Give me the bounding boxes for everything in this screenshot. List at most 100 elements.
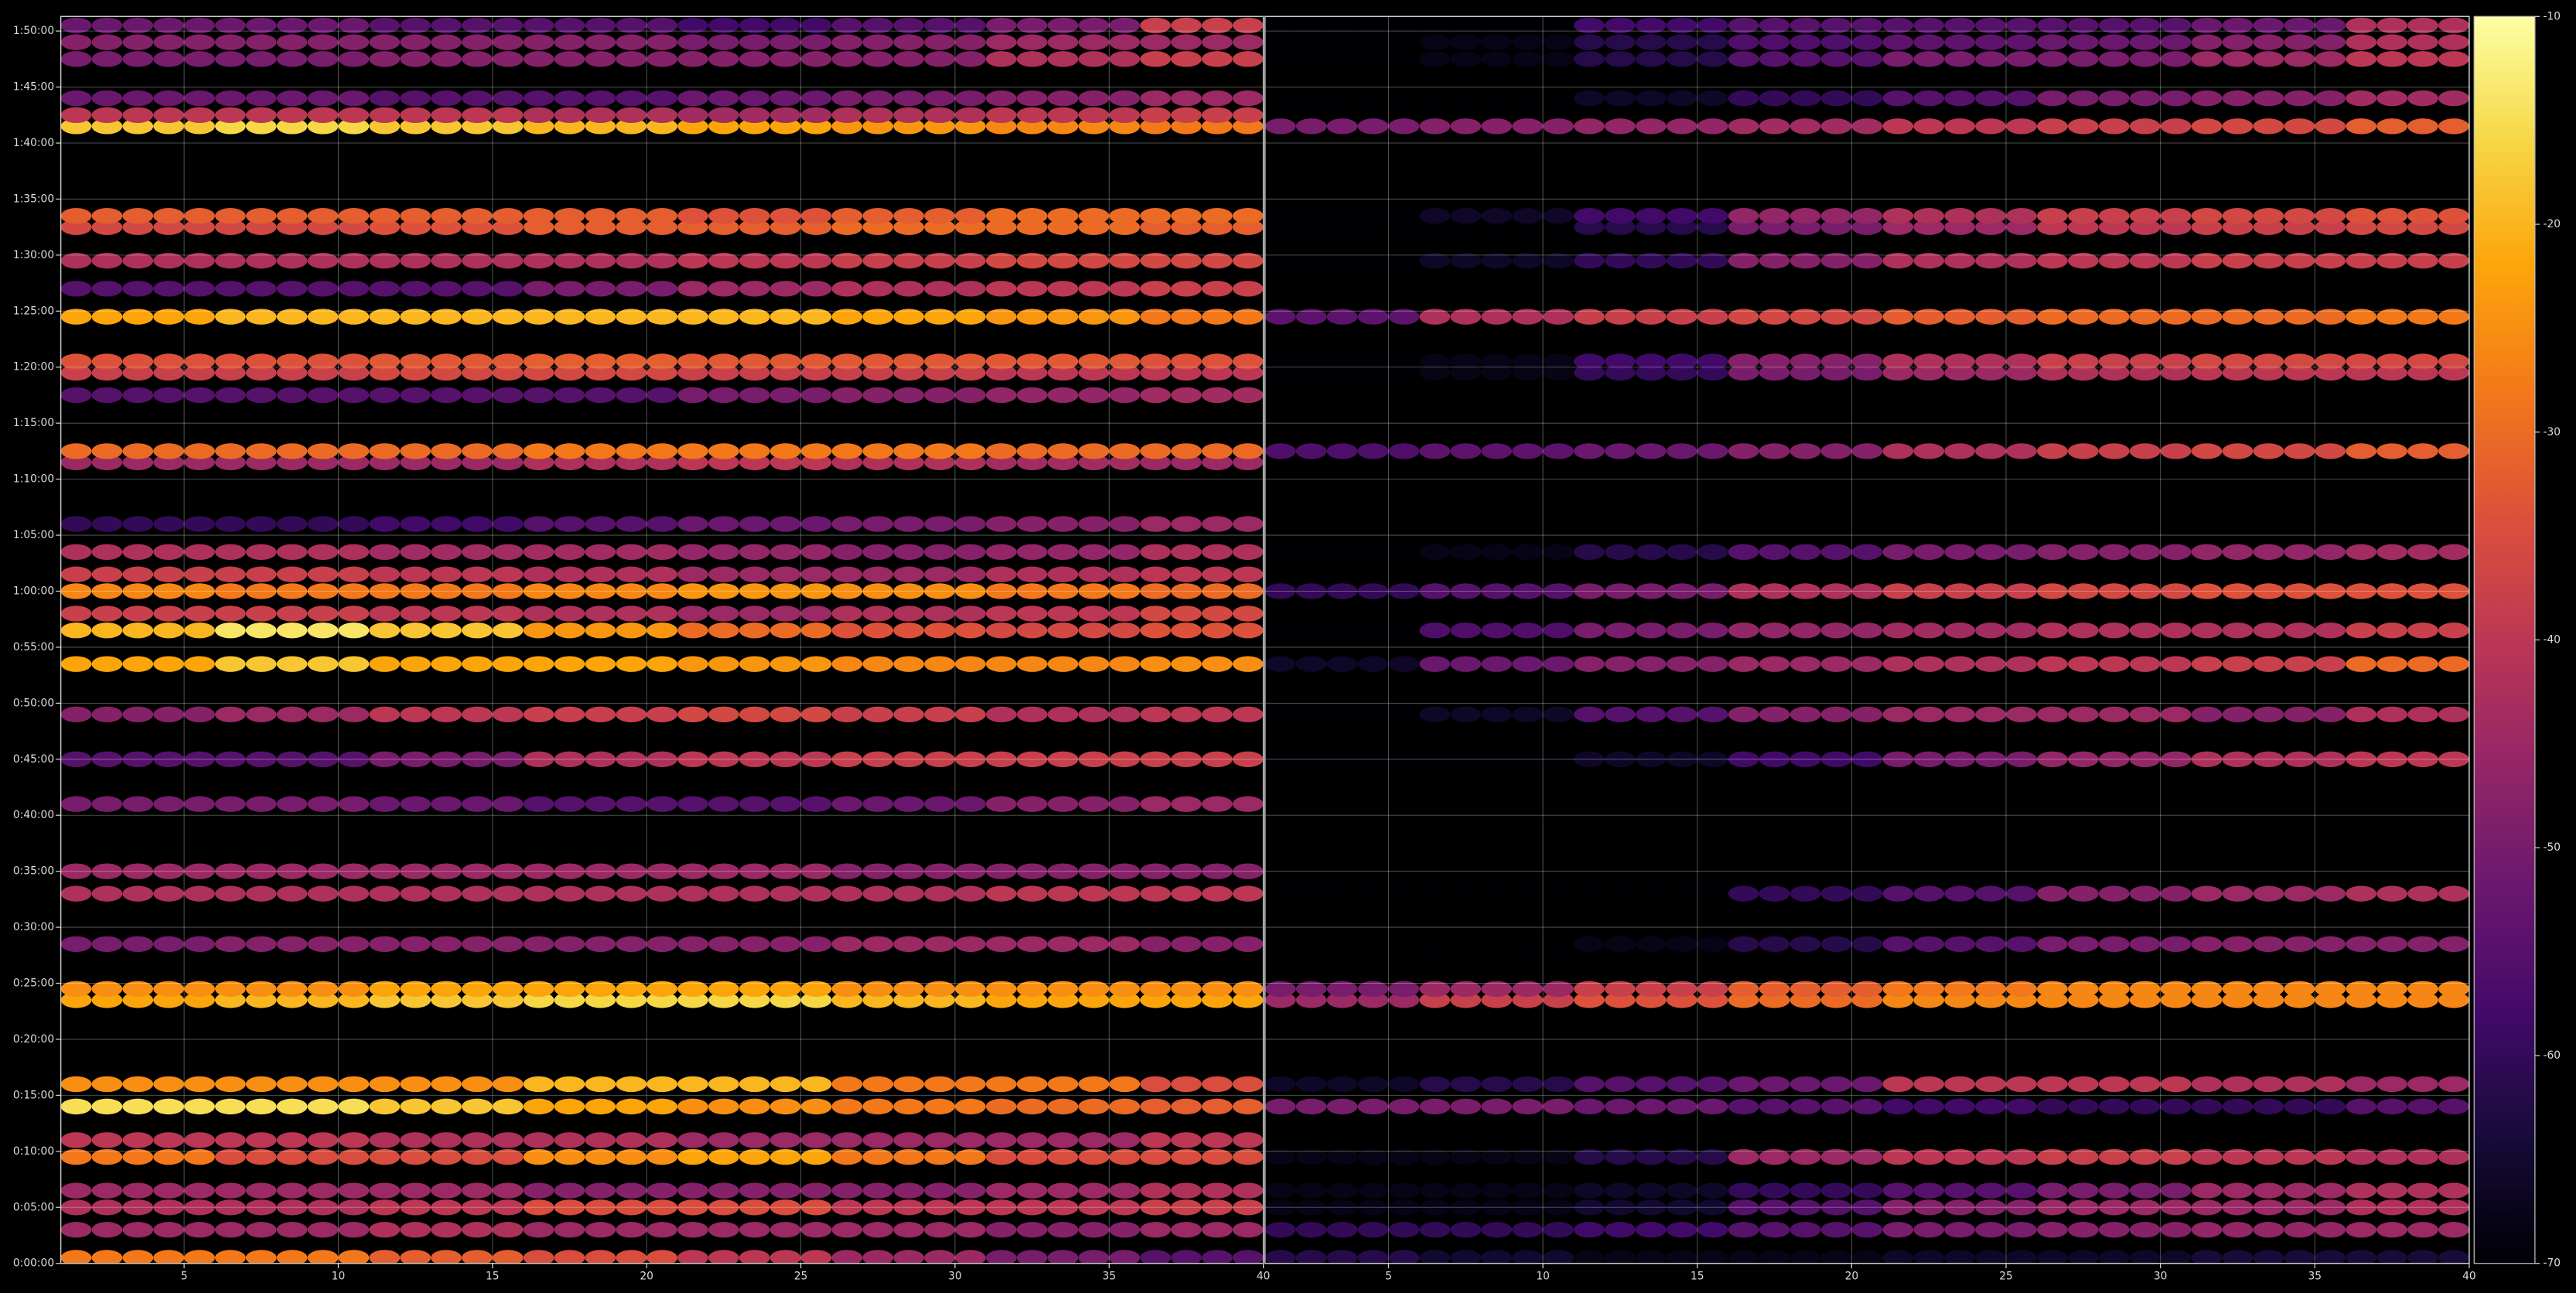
cell <box>1078 252 1110 269</box>
cell <box>800 309 832 325</box>
cell <box>1326 936 1358 953</box>
cell <box>954 936 986 953</box>
cell <box>1913 443 1945 459</box>
cell <box>924 796 955 812</box>
cell <box>924 387 955 404</box>
cell <box>1357 1098 1389 1115</box>
cell <box>769 17 801 34</box>
cell <box>2284 34 2315 50</box>
cell <box>2222 219 2254 235</box>
cell <box>2253 1182 2284 1199</box>
cell <box>1666 219 1697 235</box>
cell <box>461 1182 493 1199</box>
cell <box>1543 981 1575 997</box>
cell <box>647 656 678 672</box>
cell <box>1975 706 2007 723</box>
cell <box>60 364 92 381</box>
cell <box>1728 544 1759 560</box>
cell <box>523 936 554 953</box>
cell <box>708 936 739 953</box>
cell <box>1882 885 1914 902</box>
cell <box>369 544 401 560</box>
cell <box>2067 51 2099 67</box>
cell <box>954 516 986 532</box>
cell <box>1078 706 1110 723</box>
cell <box>1820 1222 1852 1238</box>
cell <box>585 219 616 235</box>
cell <box>184 706 215 723</box>
cell <box>400 309 432 325</box>
cell <box>1232 107 1264 123</box>
cell <box>307 1182 339 1199</box>
cell <box>2191 90 2223 107</box>
cell <box>1913 207 1945 224</box>
cell <box>708 992 739 1008</box>
cell <box>91 981 123 997</box>
cell <box>647 364 678 381</box>
cell <box>2191 51 2223 67</box>
cell <box>122 281 154 297</box>
cell <box>1851 992 1883 1008</box>
cell <box>1109 118 1141 135</box>
cell <box>91 544 123 560</box>
cell <box>1635 1098 1667 1115</box>
cell <box>585 516 616 532</box>
cell <box>831 981 863 997</box>
cell <box>954 1076 986 1093</box>
cell <box>2036 207 2068 224</box>
cell <box>400 1222 432 1238</box>
cell <box>1140 566 1172 582</box>
cell <box>2222 1076 2254 1093</box>
cell <box>1171 51 1202 67</box>
cell <box>1728 207 1759 224</box>
cell <box>492 936 524 953</box>
cell <box>739 656 770 672</box>
cell <box>1140 364 1172 381</box>
cell <box>2346 936 2377 953</box>
cell <box>739 1222 770 1238</box>
cell <box>616 751 647 767</box>
cell <box>924 544 955 560</box>
cell <box>431 387 462 404</box>
cell <box>1201 1182 1233 1199</box>
cell <box>739 309 770 325</box>
cell <box>245 1076 277 1093</box>
cell <box>431 622 462 639</box>
cell <box>1326 885 1358 902</box>
cell <box>924 863 955 879</box>
cell <box>400 90 432 107</box>
cell <box>585 118 616 135</box>
cell <box>2036 1148 2068 1165</box>
cell <box>831 885 863 902</box>
cell <box>1171 566 1202 582</box>
cell <box>184 281 215 297</box>
cell <box>2222 1182 2254 1199</box>
cell <box>1543 751 1575 767</box>
cell <box>1109 219 1141 235</box>
cell <box>800 936 832 953</box>
cell <box>708 1199 739 1216</box>
cell <box>2407 885 2438 902</box>
cell <box>1016 606 1048 622</box>
cell <box>2160 706 2192 723</box>
y-tick-label: 1:00:00 <box>13 585 54 597</box>
cell <box>153 656 185 672</box>
cell <box>554 981 585 997</box>
cell <box>1790 1076 1821 1093</box>
cell <box>60 622 92 639</box>
cell <box>2315 353 2346 370</box>
cell <box>677 751 708 767</box>
cell <box>91 885 123 902</box>
cell <box>1666 622 1697 639</box>
cell <box>2191 364 2223 381</box>
cell <box>1944 207 1976 224</box>
cell <box>307 219 339 235</box>
cell <box>153 1199 185 1216</box>
cell <box>1264 885 1296 902</box>
cell <box>554 17 585 34</box>
cell <box>1975 936 2007 953</box>
cell <box>400 252 432 269</box>
cell <box>893 751 925 767</box>
cell <box>1201 17 1233 34</box>
cell <box>1326 622 1358 639</box>
